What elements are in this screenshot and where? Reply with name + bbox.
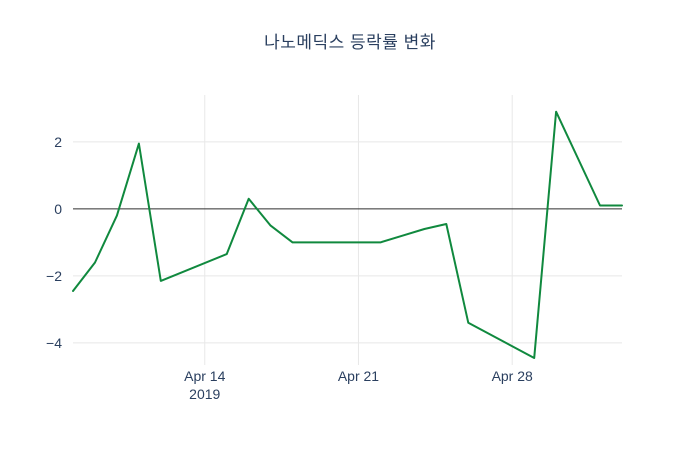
y-tick-label: −2 — [46, 268, 62, 284]
x-tick-label: Apr 14 — [184, 368, 225, 384]
y-tick-label: 2 — [54, 134, 62, 150]
x-tick-label: Apr 21 — [338, 368, 379, 384]
y-tick-label: 0 — [54, 201, 62, 217]
x-tick-label: Apr 28 — [492, 368, 533, 384]
y-tick-label: −4 — [46, 335, 62, 351]
x-tick-year-label: 2019 — [189, 386, 220, 402]
series-line — [72, 110, 623, 359]
chart-title: 나노메딕스 등락률 변화 — [264, 33, 436, 52]
